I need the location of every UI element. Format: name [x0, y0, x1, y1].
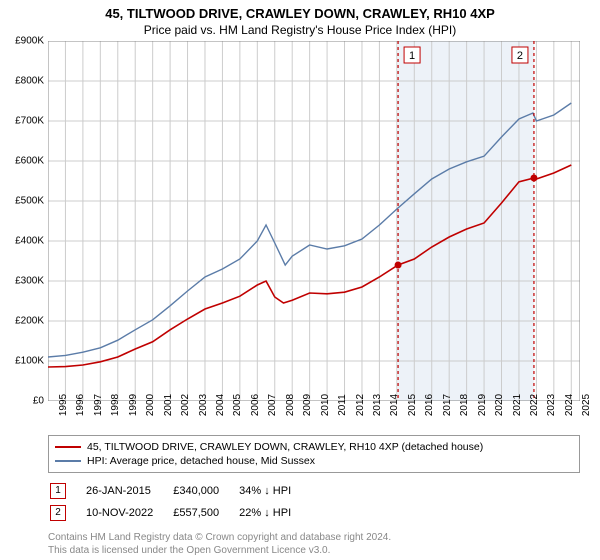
y-axis-label: £100K — [15, 356, 44, 367]
marker-table: 1 26-JAN-2015 £340,000 34% ↓ HPI 2 10-NO… — [48, 479, 311, 525]
legend: 45, TILTWOOD DRIVE, CRAWLEY DOWN, CRAWLE… — [48, 435, 580, 473]
line-chart: 12 — [48, 41, 580, 401]
table-row: 1 26-JAN-2015 £340,000 34% ↓ HPI — [50, 481, 309, 501]
footer-line: This data is licensed under the Open Gov… — [48, 544, 580, 557]
marker-badge: 1 — [50, 483, 66, 499]
table-row: 2 10-NOV-2022 £557,500 22% ↓ HPI — [50, 503, 309, 523]
y-axis-label: £400K — [15, 236, 44, 247]
legend-swatch — [55, 460, 81, 462]
marker-price: £557,500 — [173, 503, 237, 523]
svg-text:2: 2 — [517, 50, 523, 62]
chart-title: 45, TILTWOOD DRIVE, CRAWLEY DOWN, CRAWLE… — [0, 0, 600, 21]
x-axis-label: 2025 — [571, 394, 592, 416]
chart-subtitle: Price paid vs. HM Land Registry's House … — [0, 21, 600, 41]
chart-area: 12 £0£100K£200K£300K£400K£500K£600K£700K… — [48, 41, 580, 401]
y-axis-label: £800K — [15, 76, 44, 87]
y-axis-label: £700K — [15, 116, 44, 127]
y-axis-label: £200K — [15, 316, 44, 327]
legend-swatch — [55, 446, 81, 448]
marker-badge: 2 — [50, 505, 66, 521]
footer-line: Contains HM Land Registry data © Crown c… — [48, 531, 580, 544]
marker-delta: 22% ↓ HPI — [239, 503, 309, 523]
y-axis-label: £300K — [15, 276, 44, 287]
legend-label: 45, TILTWOOD DRIVE, CRAWLEY DOWN, CRAWLE… — [87, 441, 483, 453]
marker-date: 10-NOV-2022 — [86, 503, 171, 523]
marker-date: 26-JAN-2015 — [86, 481, 171, 501]
marker-price: £340,000 — [173, 481, 237, 501]
y-axis-label: £900K — [15, 36, 44, 47]
marker-delta: 34% ↓ HPI — [239, 481, 309, 501]
legend-item: 45, TILTWOOD DRIVE, CRAWLEY DOWN, CRAWLE… — [55, 440, 573, 454]
y-axis-label: £0 — [33, 396, 44, 407]
svg-text:1: 1 — [409, 50, 415, 62]
y-axis-label: £600K — [15, 156, 44, 167]
footer: Contains HM Land Registry data © Crown c… — [48, 531, 580, 557]
y-axis-label: £500K — [15, 196, 44, 207]
legend-label: HPI: Average price, detached house, Mid … — [87, 455, 315, 467]
legend-item: HPI: Average price, detached house, Mid … — [55, 454, 573, 468]
